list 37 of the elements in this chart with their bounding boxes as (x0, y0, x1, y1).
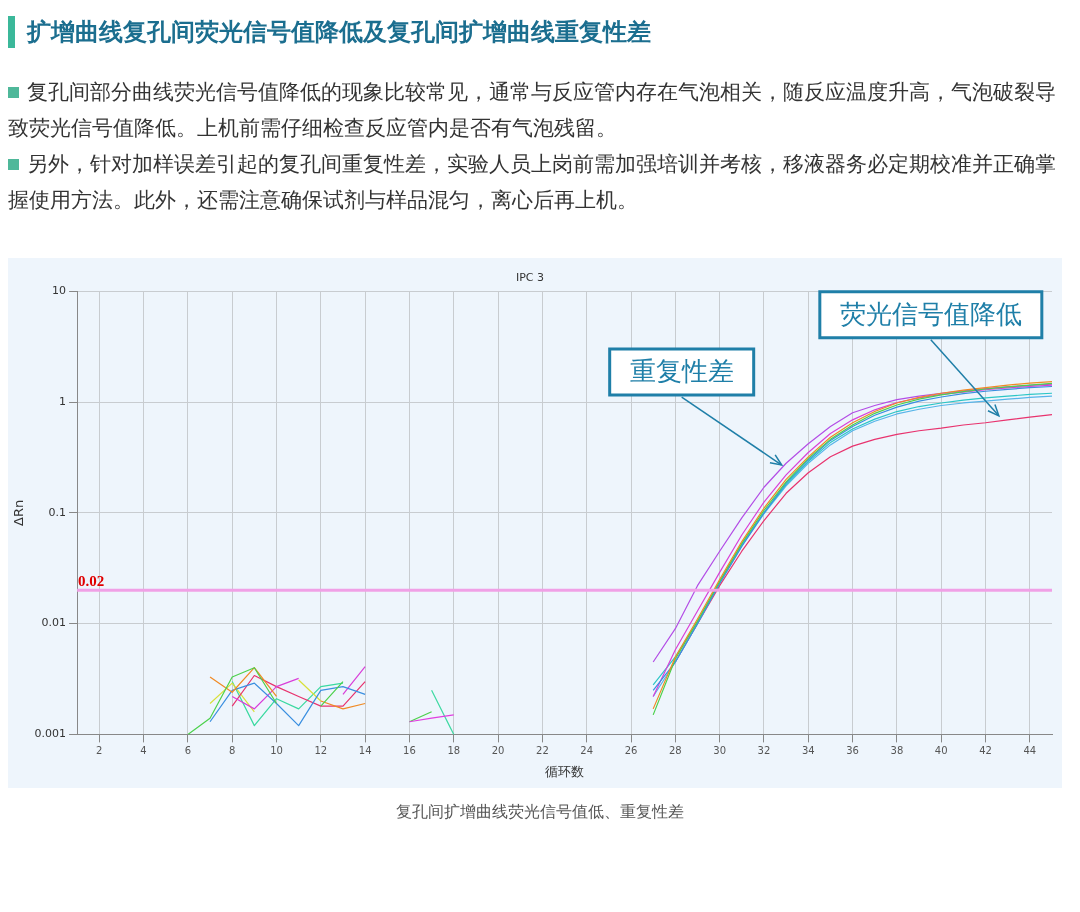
x-tick-label: 44 (1023, 744, 1037, 756)
x-tick-label: 22 (536, 744, 549, 756)
text: 另外，针对加样误差引起的复孔间重复性差，实验人员上岗前需加强培训并考核，移液器务必定期校准并正确掌握使用方法。此外，还需注意确保试剂与样品混匀，离心后再上机。 (8, 152, 1056, 212)
text: 复孔间扩增曲线荧光信号值低、重复性差 (395, 802, 685, 823)
y-tick-label: 10 (52, 284, 67, 298)
x-tick-label: 14 (358, 744, 372, 756)
x-tick-label: 16 (403, 744, 416, 756)
x-tick-label: 20 (491, 744, 505, 756)
y-tick-label: 1 (59, 394, 67, 408)
x-tick-label: 38 (890, 744, 904, 756)
x-tick-label: 12 (314, 744, 328, 756)
x-tick-label: 32 (757, 744, 771, 756)
x-tick-label: 8 (229, 744, 236, 756)
x-tick-label: 40 (934, 744, 948, 756)
text: 复孔间部分曲线荧光信号值降低的现象比较常见，通常与反应管内存在气泡相关，随反应温度升高，气泡破裂导致荧光信号值降低。上机前需仔细检查反应管内是否有气泡残留。 (8, 80, 1056, 140)
annotation: 重复性差 (629, 355, 734, 386)
x-tick-label: 28 (668, 744, 682, 756)
x-tick-label: 36 (846, 744, 859, 756)
x-tick-label: 30 (713, 744, 727, 756)
chart-title: 扩增曲线复孔间荧光信号值降低及复孔间扩增曲线重复性差 (27, 17, 651, 48)
x-tick-label: 26 (624, 744, 638, 756)
ref-line-label: 0.02 (78, 572, 105, 589)
y-tick-label: 0.01 (41, 616, 67, 630)
x-tick-label: 10 (270, 744, 283, 756)
x-tick-label: 34 (801, 744, 815, 756)
x-tick-label: 6 (184, 744, 192, 756)
y-tick-label: 0.1 (48, 505, 67, 519)
annotation: 荧光信号值降低 (839, 298, 1022, 329)
x-tick-label: 24 (580, 744, 594, 756)
x-tick-label: 4 (140, 744, 147, 756)
x-tick-label: 2 (96, 744, 103, 756)
x-axis-title: 循环数 (545, 763, 585, 779)
y-axis-title: ΔRn (11, 499, 27, 526)
x-tick-label: 18 (447, 744, 461, 756)
x-tick-label: 42 (979, 744, 992, 756)
y-tick-label: 0.001 (34, 727, 67, 741)
chart-subtitle: IPC 3 (515, 271, 545, 285)
